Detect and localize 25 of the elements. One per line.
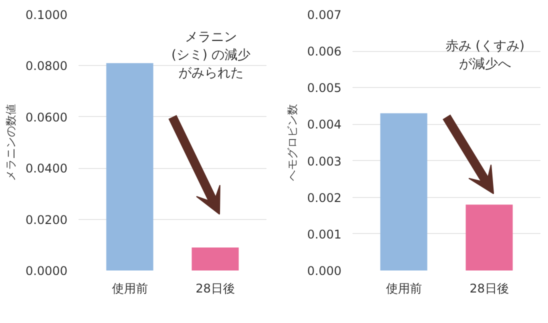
y-tick-label: 0.001 — [307, 227, 342, 242]
y-tick-label: 0.0800 — [26, 59, 68, 74]
y-axis-title: ヘモグロビン数 — [286, 104, 300, 181]
annotation: (シミ) の減少 — [171, 48, 251, 63]
y-tick-label: 0.005 — [307, 81, 342, 96]
y-tick-label: 0.0600 — [26, 110, 68, 124]
y-tick-label: 0.0400 — [26, 162, 68, 176]
y-tick-label: 0.0200 — [26, 212, 68, 227]
annotation: がみられた — [178, 66, 244, 81]
x-tick-label: 28日後 — [196, 282, 235, 296]
y-tick-label: 0.006 — [307, 44, 342, 59]
x-tick-label: 28日後 — [470, 282, 509, 296]
y-tick-label: 0.003 — [307, 154, 342, 168]
y-tick-label: 0.004 — [307, 118, 342, 132]
y-axis-title: メラニンの数値 — [4, 104, 18, 181]
x-tick-label: 使用前 — [112, 282, 148, 296]
annotation: 赤み (くすみ) — [445, 38, 525, 54]
annotation: メラニン — [184, 30, 237, 45]
x-tick-label: 使用前 — [386, 282, 422, 296]
y-tick-label: 0.1000 — [26, 8, 68, 22]
annotation: が減少へ — [458, 56, 511, 72]
y-tick-label: 0.002 — [307, 190, 342, 205]
y-tick-label: 0.000 — [307, 264, 342, 278]
y-tick-label: 0.007 — [307, 8, 342, 22]
y-tick-label: 0.0000 — [26, 264, 68, 278]
